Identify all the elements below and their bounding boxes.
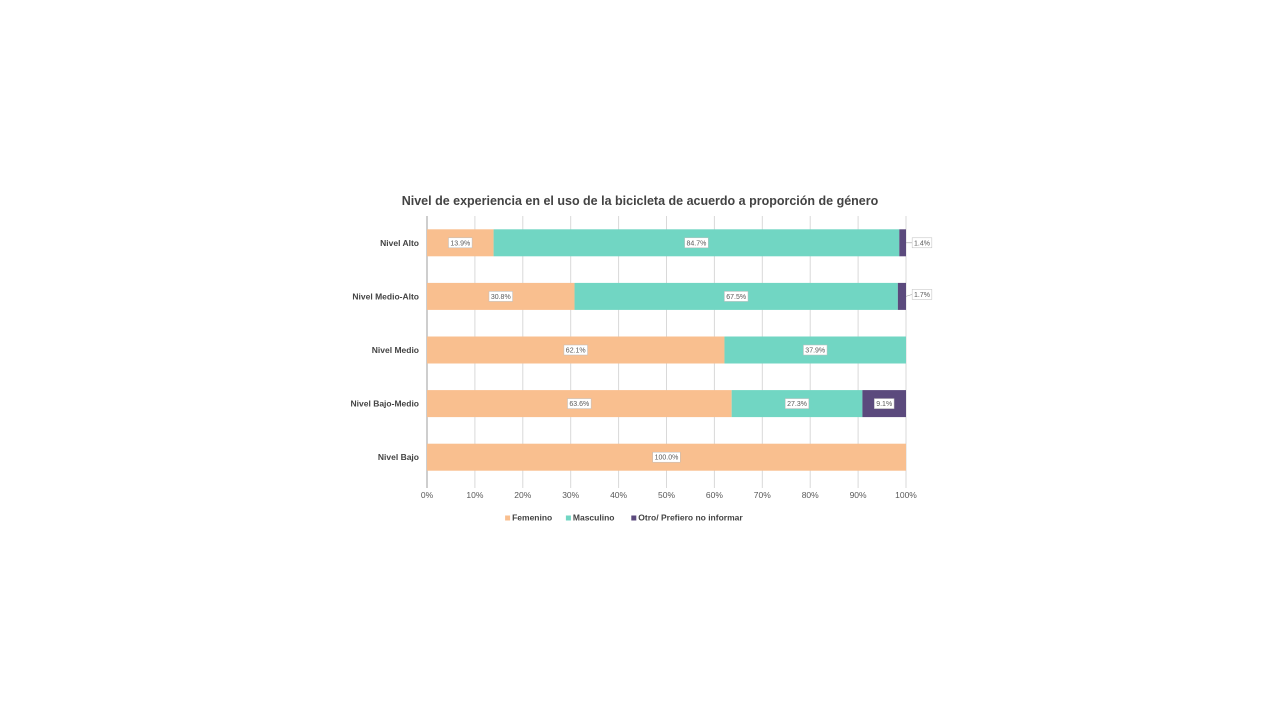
data-label-box	[724, 291, 749, 302]
x-tick-label: 100%	[895, 490, 917, 500]
legend-label: Masculino	[573, 513, 615, 523]
x-tick-label: 60%	[706, 490, 723, 500]
data-label: 9.1%	[876, 401, 892, 408]
data-label: 62.1%	[566, 348, 586, 355]
data-label: 100.0%	[655, 455, 679, 462]
data-label: 1.4%	[914, 240, 930, 247]
chart-title: Nivel de experiencia en el uso de la bic…	[401, 194, 879, 208]
data-label-box	[784, 398, 810, 409]
x-tick-label: 50%	[658, 490, 675, 500]
category-label: Nivel Bajo	[378, 452, 419, 462]
x-tick-label: 0%	[421, 490, 434, 500]
data-label-box	[911, 237, 933, 249]
data-label-box	[652, 451, 681, 463]
data-label: 63.6%	[569, 401, 589, 408]
category-label: Nivel Bajo-Medio	[351, 399, 419, 409]
data-label-box	[911, 289, 933, 300]
data-label-box	[803, 344, 828, 356]
category-label: Nivel Medio	[372, 345, 419, 355]
data-label-box	[488, 291, 513, 302]
data-label: 13.9%	[450, 240, 470, 247]
legend-swatch	[631, 515, 637, 521]
category-label: Nivel Alto	[380, 238, 419, 248]
data-label: 1.7%	[914, 292, 930, 299]
data-label-box	[567, 398, 592, 409]
x-tick-label: 80%	[802, 490, 819, 500]
legend-swatch	[505, 515, 511, 521]
legend-label: Femenino	[512, 513, 552, 523]
data-label: 37.9%	[805, 348, 825, 355]
data-label-box	[684, 237, 709, 249]
bar-segment	[899, 229, 906, 257]
x-tick-label: 70%	[754, 490, 771, 500]
data-label-box	[448, 237, 473, 249]
category-label: Nivel Medio-Alto	[352, 291, 419, 301]
x-tick-label: 30%	[562, 490, 579, 500]
data-label-leader	[905, 294, 913, 297]
data-label: 30.8%	[491, 294, 511, 301]
data-label: 67.5%	[726, 294, 746, 301]
x-tick-label: 40%	[610, 490, 627, 500]
x-tick-label: 20%	[514, 490, 531, 500]
data-label: 84.7%	[687, 240, 707, 247]
data-label: 27.3%	[787, 401, 807, 408]
x-tick-label: 10%	[466, 490, 483, 500]
legend-label: Otro/ Prefiero no informar	[638, 513, 743, 523]
data-label-box	[563, 344, 588, 356]
legend-swatch	[565, 515, 571, 521]
x-tick-label: 90%	[850, 490, 867, 500]
data-label-box	[874, 398, 895, 409]
bar-segment	[897, 282, 906, 310]
